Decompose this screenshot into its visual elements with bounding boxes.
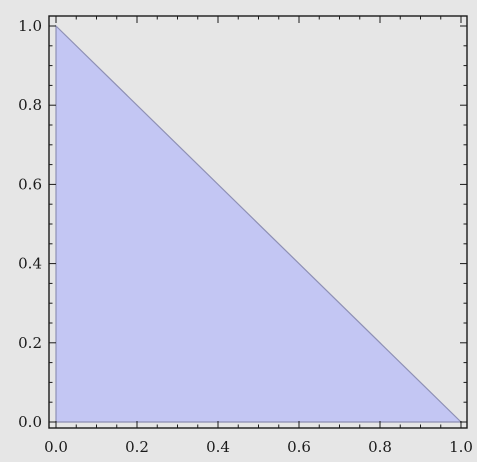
region-fill xyxy=(55,24,463,423)
x-tick-label: 0.8 xyxy=(368,438,392,456)
y-tick-label: 0.2 xyxy=(18,334,42,352)
y-tick-label: 0.6 xyxy=(18,175,42,193)
x-tick-label: 0.4 xyxy=(206,438,230,456)
y-tick-label: 0.8 xyxy=(18,96,42,114)
y-tick-label: 1.0 xyxy=(18,17,42,35)
x-tick-label: 0.0 xyxy=(44,438,68,456)
x-tick-label: 0.2 xyxy=(125,438,149,456)
x-tick-label: 0.6 xyxy=(287,438,311,456)
y-tick-label: 0.0 xyxy=(18,413,42,431)
y-tick-label: 0.4 xyxy=(18,255,42,273)
plot-frame xyxy=(48,15,468,429)
x-tick-label: 1.0 xyxy=(449,438,473,456)
